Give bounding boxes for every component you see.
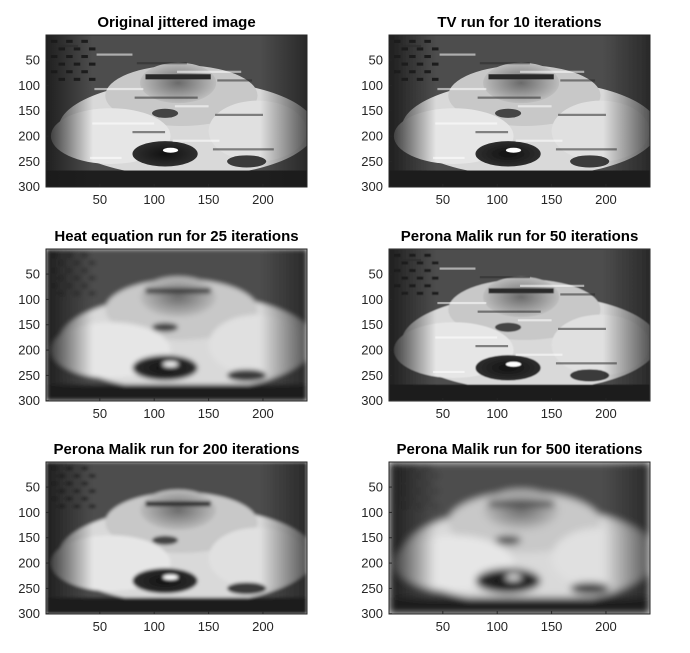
subplot-title: TV run for 10 iterations [437,14,601,31]
x-tick-label: 100 [143,192,165,207]
y-tick-label: 100 [18,292,40,307]
y-tick-label: 250 [361,154,383,169]
y-tick-label: 300 [18,393,40,408]
x-tick-label: 200 [595,619,617,634]
x-tick-label: 100 [143,619,165,634]
subplot-title: Perona Malik run for 50 iterations [401,228,639,245]
y-tick-label: 300 [18,179,40,194]
subplot-5: Perona Malik run for 200 iterations 50 100… [18,441,308,634]
y-tick-label: 250 [18,154,40,169]
y-tick-label: 50 [369,480,383,495]
y-tick-label: 50 [26,480,40,495]
y-tick-label: 150 [361,317,383,332]
x-tick-label: 50 [93,619,107,634]
y-tick-label: 200 [361,129,383,144]
y-tick-label: 200 [18,343,40,358]
x-tick-label: 200 [252,406,274,421]
y-tick-label: 50 [26,53,40,68]
y-tick-label: 300 [361,393,383,408]
subplot-title: Perona Malik run for 500 iterations [397,441,643,458]
x-tick-label: 50 [93,406,107,421]
subplot-4: Perona Malik run for 50 iterations 50 100 1… [361,228,651,421]
y-tick-label: 150 [18,103,40,118]
x-tick-label: 150 [198,192,220,207]
x-tick-label: 150 [541,406,563,421]
x-tick-label: 200 [595,406,617,421]
y-tick-label: 200 [18,556,40,571]
x-tick-label: 50 [436,192,450,207]
subplot-title: Heat equation run for 25 iterations [54,228,298,245]
subplot-1: Original jittered image 50 100 150 200 50 100 1… [18,14,308,207]
image-content [389,462,650,614]
subplot-6: Perona Malik run for 500 iterations 50 100… [361,441,651,634]
subplot-2: TV run for 10 iterations 50 100 150 200 50 100… [361,14,651,207]
y-tick-label: 150 [18,317,40,332]
x-tick-label: 100 [143,406,165,421]
y-tick-label: 300 [18,606,40,621]
x-tick-label: 200 [252,192,274,207]
image-content [46,249,307,401]
y-tick-label: 250 [361,368,383,383]
x-tick-label: 150 [198,619,220,634]
y-tick-label: 50 [369,267,383,282]
y-tick-label: 150 [18,530,40,545]
y-tick-label: 100 [18,505,40,520]
y-tick-label: 300 [361,606,383,621]
y-tick-label: 200 [361,343,383,358]
x-tick-label: 200 [595,192,617,207]
y-tick-label: 200 [18,129,40,144]
y-tick-label: 250 [18,581,40,596]
x-tick-label: 100 [486,619,508,634]
x-tick-label: 200 [252,619,274,634]
image-content [46,35,307,187]
y-tick-label: 50 [369,53,383,68]
y-tick-label: 100 [18,78,40,93]
x-tick-label: 50 [436,619,450,634]
image-content [389,249,650,401]
y-tick-label: 250 [361,581,383,596]
y-tick-label: 250 [18,368,40,383]
y-tick-label: 300 [361,179,383,194]
y-tick-label: 100 [361,78,383,93]
y-tick-label: 200 [361,556,383,571]
x-tick-label: 150 [541,192,563,207]
subplot-3: Heat equation run for 25 iterations 50 100… [18,228,308,421]
x-tick-label: 50 [93,192,107,207]
y-tick-label: 100 [361,505,383,520]
x-tick-label: 150 [541,619,563,634]
subplot-title: Original jittered image [97,14,255,31]
x-tick-label: 100 [486,192,508,207]
image-content [46,462,307,614]
y-tick-label: 100 [361,292,383,307]
x-tick-label: 150 [198,406,220,421]
x-tick-label: 100 [486,406,508,421]
image-content [389,35,650,187]
y-tick-label: 50 [26,267,40,282]
x-tick-label: 50 [436,406,450,421]
y-tick-label: 150 [361,103,383,118]
y-tick-label: 150 [361,530,383,545]
subplot-title: Perona Malik run for 200 iterations [54,441,300,458]
